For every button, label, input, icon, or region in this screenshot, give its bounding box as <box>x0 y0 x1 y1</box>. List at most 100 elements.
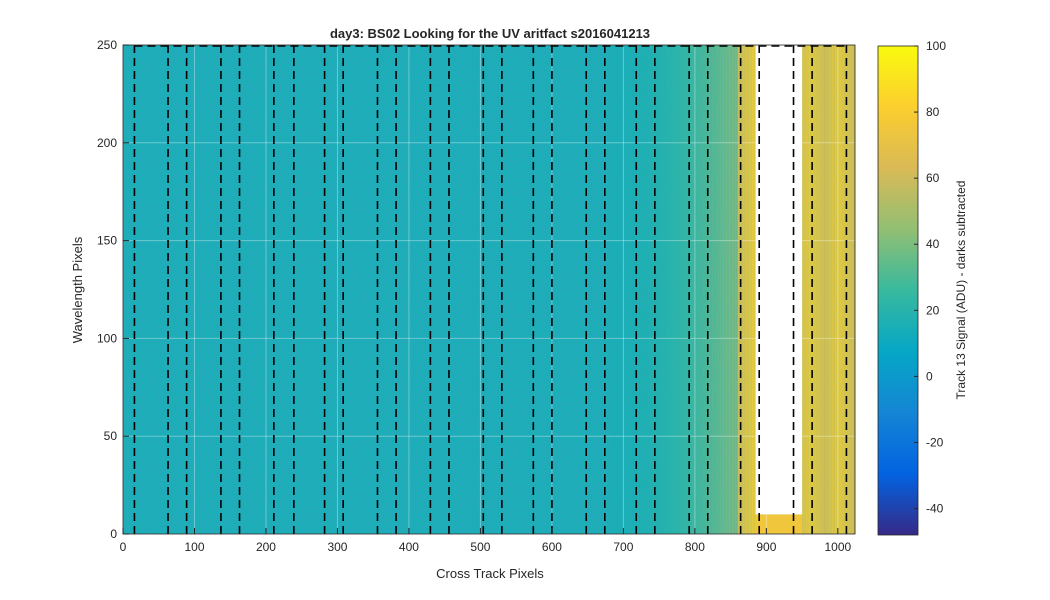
heatmap-column <box>849 45 853 534</box>
x-tick-label: 600 <box>542 540 562 554</box>
heatmap-column <box>823 45 827 534</box>
heatmap-column <box>674 45 679 534</box>
blank-region <box>755 45 803 515</box>
heatmap-column <box>814 45 819 534</box>
heatmap-column <box>709 45 713 534</box>
heatmap-column <box>803 45 807 534</box>
x-tick-label: 1000 <box>824 540 851 554</box>
heatmap-column <box>840 45 845 534</box>
heatmap-column <box>669 45 673 534</box>
heatmap-column <box>629 45 633 534</box>
colorbar-label: Track 13 Signal (ADU) - darks subtracted <box>954 181 968 400</box>
colorbar-tick-label: 80 <box>926 105 940 119</box>
y-tick-label: 200 <box>97 136 117 150</box>
heatmap-column <box>620 45 624 534</box>
heatmap-column <box>743 45 747 534</box>
heatmap-column <box>812 45 816 534</box>
heatmap-column <box>631 45 636 534</box>
heatmap-column <box>837 45 842 534</box>
heatmap-column <box>852 45 856 534</box>
heatmap-column <box>720 45 724 534</box>
heatmap-column <box>611 45 616 534</box>
heatmap-column <box>729 45 733 534</box>
heatmap-column <box>640 45 644 534</box>
heatmap-column <box>809 45 813 534</box>
heatmap-column <box>609 45 613 534</box>
heatmap-column <box>692 45 696 534</box>
heatmap-column <box>832 45 836 534</box>
chart-title: day3: BS02 Looking for the UV aritfact s… <box>330 26 650 41</box>
heatmap-column <box>686 45 690 534</box>
colorbar-tick-label: -40 <box>926 502 944 516</box>
blank-region-floor <box>755 514 803 534</box>
x-axis-ticks: 0 100 200 300 400 500 600 700 800 900 1000 <box>120 528 852 554</box>
x-tick-label: 0 <box>120 540 127 554</box>
heatmap-column <box>614 45 619 534</box>
y-tick-label: 100 <box>97 331 117 345</box>
heatmap-column <box>657 45 662 534</box>
x-tick-label: 300 <box>327 540 347 554</box>
heatmap-column <box>714 45 719 534</box>
heatmap-column <box>834 45 839 534</box>
heatmap-column <box>740 45 744 534</box>
heatmap-column <box>706 45 710 534</box>
colorbar-tick-label: 0 <box>926 369 933 383</box>
heatmap-column <box>817 45 822 534</box>
heatmap-column <box>689 45 693 534</box>
colorbar-tick-label: 20 <box>926 303 940 317</box>
heatmap-column <box>703 45 707 534</box>
heatmap-column <box>660 45 664 534</box>
heatmap-column <box>829 45 833 534</box>
heatmap-column <box>800 45 805 534</box>
colorbar-gradient <box>877 45 919 536</box>
x-tick-label: 500 <box>470 540 490 554</box>
x-tick-label: 200 <box>256 540 276 554</box>
heatmap-column <box>683 45 687 534</box>
heatmap-column <box>617 45 622 534</box>
heatmap-column <box>697 45 702 534</box>
x-tick-label: 700 <box>613 540 633 554</box>
x-axis-label: Cross Track Pixels <box>436 566 544 581</box>
heatmap-column <box>663 45 667 534</box>
dashed-boundaries <box>133 45 848 534</box>
heatmap-column <box>746 45 750 534</box>
heatmap-column <box>734 45 739 534</box>
heatmap-columns <box>609 45 856 534</box>
heatmap-column <box>752 45 756 534</box>
x-tick-label: 100 <box>184 540 204 554</box>
heatmap-column <box>694 45 699 534</box>
colorbar-tick-label: 60 <box>926 171 940 185</box>
y-axis-label: Wavelength Pixels <box>70 236 85 343</box>
heatmap-column <box>672 45 676 534</box>
y-tick-label: 150 <box>97 234 117 248</box>
heatmap-column <box>649 45 653 534</box>
colorbar-tick-label: 40 <box>926 237 940 251</box>
heatmap-column <box>717 45 722 534</box>
y-tick-label: 0 <box>110 527 117 541</box>
x-tick-label: 900 <box>756 540 776 554</box>
heatmap-column <box>634 45 639 534</box>
heatmap-column <box>646 45 650 534</box>
heatmap-column <box>637 45 642 534</box>
heatmap-column <box>654 45 659 534</box>
heatmap-column <box>826 45 830 534</box>
heatmap-column <box>626 45 630 534</box>
heatmap-column <box>843 45 847 534</box>
plot-area: 0 100 200 300 400 500 600 700 800 900 1000 0 50 100 1… <box>97 38 856 554</box>
colorbar-ticks: -40 -20 0 20 40 60 80 100 <box>914 39 946 516</box>
heatmap-column <box>732 45 736 534</box>
heatmap-column <box>737 45 742 534</box>
heatmap-column <box>726 45 730 534</box>
heatmap-column <box>666 45 670 534</box>
heatmap-column <box>749 45 753 534</box>
y-tick-label: 250 <box>97 38 117 52</box>
heatmap-column <box>820 45 825 534</box>
plot-frame <box>122 44 856 535</box>
colorbar: -40 -20 0 20 40 60 80 100 Track 13 Signal (ADU)… <box>877 39 968 536</box>
heatmap-column <box>806 45 810 534</box>
x-tick-label: 800 <box>685 540 705 554</box>
heatmap-column <box>846 45 850 534</box>
heatmap-column <box>643 45 647 534</box>
y-tick-label: 50 <box>104 429 118 443</box>
